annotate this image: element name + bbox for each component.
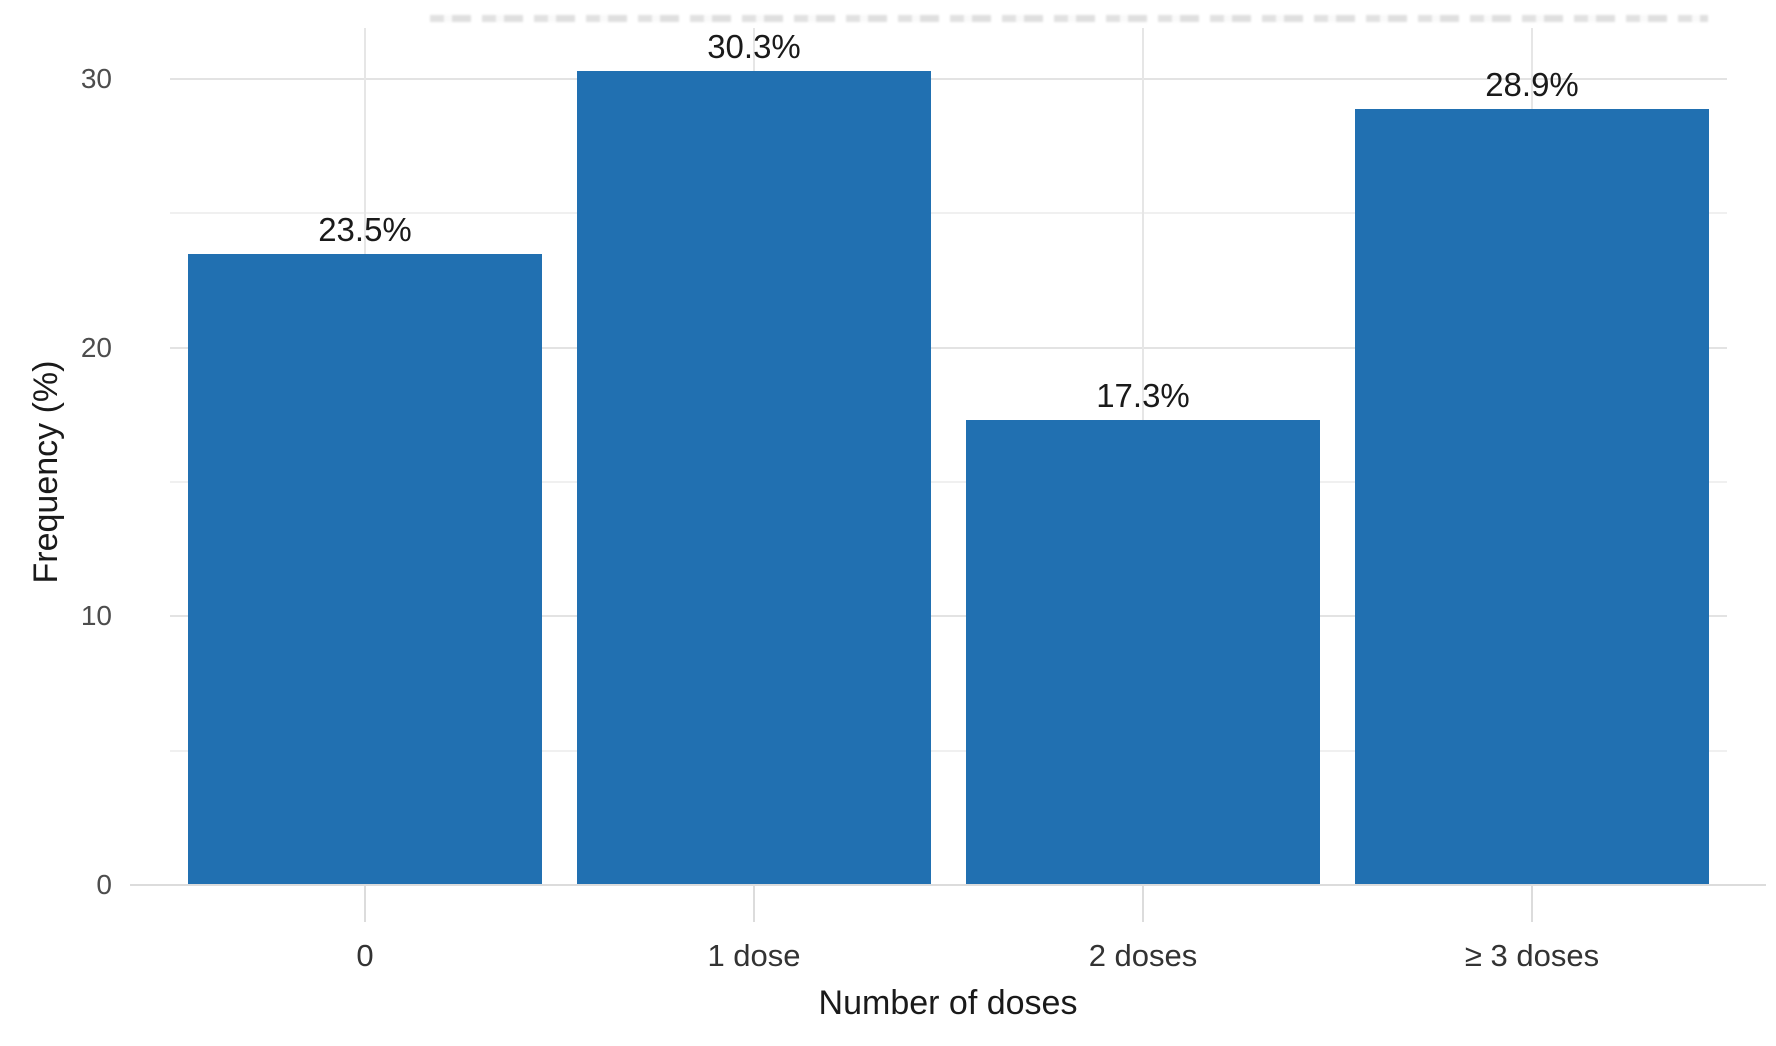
- bar-3: [1355, 109, 1709, 885]
- y-tick-label-20: 20: [80, 332, 112, 363]
- major-gridline-20: [170, 346, 1727, 349]
- y-tick-label-30: 30: [80, 63, 112, 94]
- x-axis-line: [130, 884, 1766, 886]
- x-tick-label-0: 0: [356, 938, 374, 973]
- cropped-text-artifact: [430, 15, 1708, 22]
- x-tick-0: [364, 886, 366, 922]
- bar-value-label-0: 23.5%: [318, 211, 412, 248]
- bar-2: [966, 420, 1320, 885]
- major-gridline-30: [170, 78, 1727, 81]
- bar-value-label-3: 28.9%: [1485, 66, 1579, 103]
- plot-panel: 23.5% 30.3% 17.3% 28.9%: [170, 28, 1727, 885]
- bar-value-label-1: 30.3%: [707, 28, 801, 65]
- minor-gridline-5: [170, 749, 1727, 752]
- bar-0: [188, 254, 542, 885]
- x-axis-title: Number of doses: [818, 984, 1078, 1022]
- x-tick-label-3: ≥ 3 doses: [1464, 938, 1600, 973]
- x-tick-2: [1142, 886, 1144, 922]
- y-tick-label-0: 0: [96, 869, 112, 900]
- minor-gridline-15: [170, 481, 1727, 484]
- major-gridline-10: [170, 615, 1727, 618]
- bar-1: [577, 71, 931, 885]
- minor-gridline-25: [170, 212, 1727, 215]
- x-tick-label-2: 2 doses: [1088, 938, 1198, 973]
- x-tick-3: [1531, 886, 1533, 922]
- x-tick-label-1: 1 dose: [707, 938, 801, 973]
- bar-value-label-2: 17.3%: [1096, 377, 1190, 414]
- y-tick-label-10: 10: [80, 600, 112, 631]
- x-tick-1: [753, 886, 755, 922]
